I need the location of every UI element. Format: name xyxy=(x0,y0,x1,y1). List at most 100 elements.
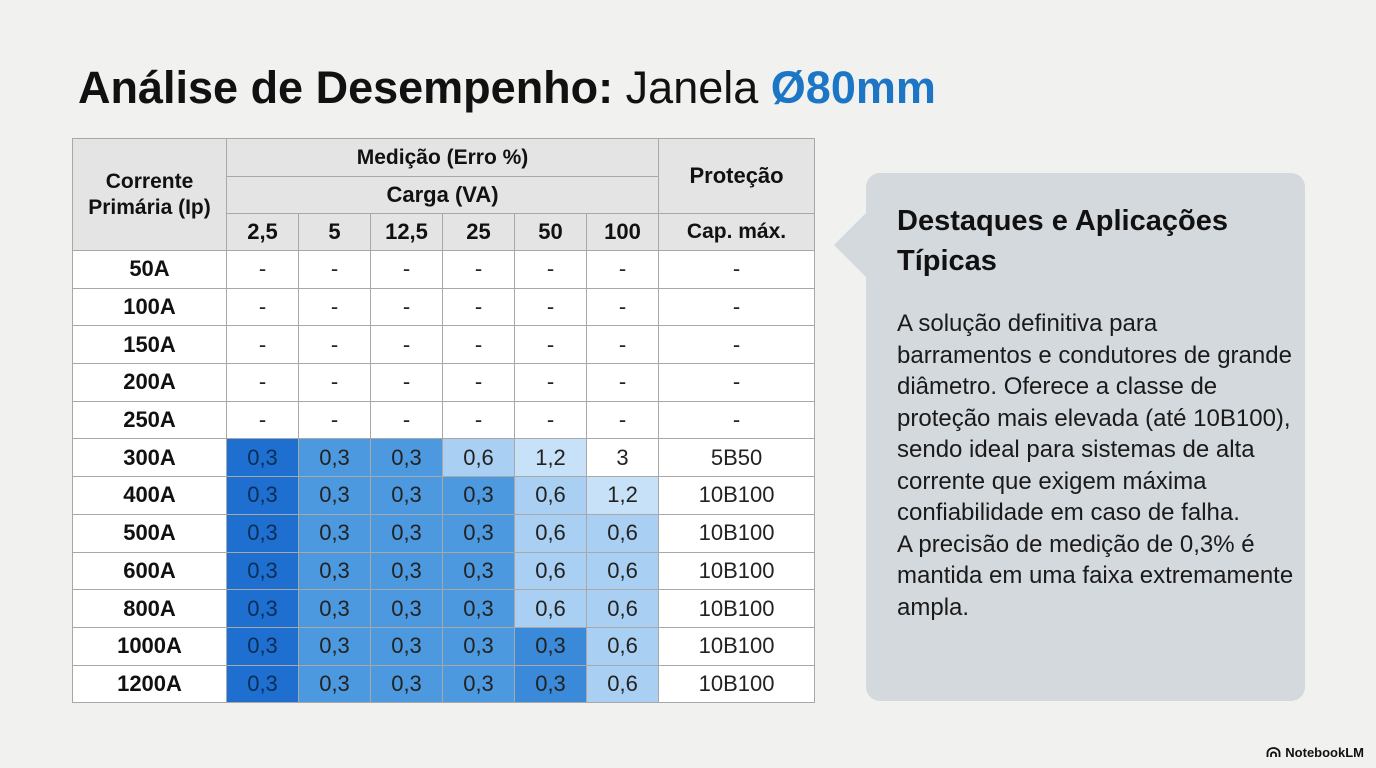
error-cell: 0,6 xyxy=(585,664,660,704)
error-cell: - xyxy=(514,250,587,289)
protection-cell: 10B100 xyxy=(658,476,816,515)
row-current-label: 300A xyxy=(72,438,227,478)
error-cell: 0,3 xyxy=(226,476,299,515)
protection-cell: 10B100 xyxy=(658,513,816,553)
error-cell: 0,6 xyxy=(514,589,587,628)
error-cell: 0,3 xyxy=(298,476,371,515)
error-cell: 0,6 xyxy=(514,551,587,591)
error-cell: - xyxy=(298,250,371,289)
table-row: 800A 0,3 0,3 0,3 0,3 0,6 0,6 10B100 xyxy=(72,589,816,628)
callout-pointer xyxy=(834,213,866,277)
error-cell: - xyxy=(226,400,299,440)
error-cell: 0,3 xyxy=(442,626,515,666)
error-cell: 0,3 xyxy=(370,551,443,591)
title-part3: Ø80mm xyxy=(770,62,936,113)
error-cell: - xyxy=(585,250,660,289)
error-cell: 0,6 xyxy=(585,513,660,553)
error-cell: - xyxy=(514,325,587,365)
title-part2: Janela xyxy=(625,62,759,113)
table-row: 500A 0,3 0,3 0,3 0,3 0,6 0,6 10B100 xyxy=(72,513,816,553)
error-cell: - xyxy=(226,363,299,402)
header-load: 2,5 xyxy=(226,213,299,251)
table-row: 1000A 0,3 0,3 0,3 0,3 0,3 0,6 10B100 xyxy=(72,626,816,666)
row-current-label: 150A xyxy=(72,325,227,365)
error-cell: 3 xyxy=(585,438,660,478)
error-cell: 0,6 xyxy=(514,476,587,515)
error-cell: - xyxy=(442,250,515,289)
header-load: 25 xyxy=(442,213,515,251)
error-cell: - xyxy=(514,400,587,440)
error-cell: 0,3 xyxy=(226,513,299,553)
header-load: 50 xyxy=(514,213,587,251)
error-cell: - xyxy=(514,287,587,327)
error-cell: 0,6 xyxy=(442,438,515,478)
header-cap-max: Cap. máx. xyxy=(658,213,816,251)
error-cell: 1,2 xyxy=(585,476,660,515)
row-current-label: 1000A xyxy=(72,626,227,666)
row-current-label: 50A xyxy=(72,250,227,289)
table-body: 50A - - - - - - -100A - - - - - - -150A - - - - - - -200A - - - -… xyxy=(72,250,816,704)
error-cell: 0,3 xyxy=(298,589,371,628)
error-cell: 0,3 xyxy=(370,626,443,666)
error-cell: - xyxy=(585,325,660,365)
brand-label: NotebookLM xyxy=(1285,745,1364,760)
header-corrente-line2: Primária (Ip) xyxy=(88,195,211,219)
header-corrente: Corrente Primária (Ip) xyxy=(72,138,227,251)
row-current-label: 600A xyxy=(72,551,227,591)
error-cell: 0,6 xyxy=(585,589,660,628)
error-cell: - xyxy=(370,287,443,327)
error-cell: 0,3 xyxy=(370,664,443,704)
error-cell: 0,3 xyxy=(442,476,515,515)
table-row: 400A 0,3 0,3 0,3 0,3 0,6 1,2 10B100 xyxy=(72,476,816,515)
error-cell: - xyxy=(370,400,443,440)
error-cell: 0,3 xyxy=(298,438,371,478)
protection-cell: - xyxy=(658,325,816,365)
protection-cell: 10B100 xyxy=(658,664,816,704)
error-cell: 0,3 xyxy=(514,626,587,666)
protection-cell: - xyxy=(658,250,816,289)
error-cell: 0,3 xyxy=(298,664,371,704)
header-medicao: Medição (Erro %) xyxy=(225,138,660,177)
page-title: Análise de Desempenho: Janela Ø80mm xyxy=(78,60,936,116)
error-cell: - xyxy=(298,325,371,365)
error-cell: 0,3 xyxy=(226,589,299,628)
table-row: 300A 0,3 0,3 0,3 0,6 1,2 3 5B50 xyxy=(72,438,816,478)
error-cell: - xyxy=(442,287,515,327)
error-cell: - xyxy=(370,325,443,365)
error-cell: 0,3 xyxy=(298,551,371,591)
row-current-label: 400A xyxy=(72,476,227,515)
error-cell: 0,3 xyxy=(226,551,299,591)
row-current-label: 200A xyxy=(72,363,227,402)
table-row: 150A - - - - - - - xyxy=(72,325,816,365)
error-cell: - xyxy=(226,287,299,327)
error-cell: 0,6 xyxy=(585,626,660,666)
row-current-label: 250A xyxy=(72,400,227,440)
protection-cell: - xyxy=(658,400,816,440)
brand-watermark: NotebookLM xyxy=(1266,745,1364,760)
table-row: 50A - - - - - - - xyxy=(72,250,816,289)
protection-cell: 10B100 xyxy=(658,626,816,666)
callout-body: A solução definitiva para barramentos e … xyxy=(897,308,1297,623)
callout-paragraph: A solução definitiva para barramentos e … xyxy=(897,310,1292,526)
protection-cell: 5B50 xyxy=(658,438,816,478)
notebooklm-logo-icon xyxy=(1266,747,1281,757)
error-cell: 0,3 xyxy=(514,664,587,704)
error-cell: 0,3 xyxy=(226,438,299,478)
header-load: 12,5 xyxy=(370,213,443,251)
table-header: Corrente Primária (Ip) Medição (Erro %) … xyxy=(72,138,816,251)
error-cell: 0,3 xyxy=(370,438,443,478)
header-corrente-line1: Corrente xyxy=(105,169,194,193)
error-cell: 1,2 xyxy=(514,438,587,478)
error-cell: - xyxy=(585,400,660,440)
error-cell: - xyxy=(226,250,299,289)
error-cell: - xyxy=(370,250,443,289)
table-row: 1200A 0,3 0,3 0,3 0,3 0,3 0,6 10B100 xyxy=(72,664,816,704)
highlights-callout: Destaques e Aplicações Típicas A solução… xyxy=(834,173,1305,701)
error-cell: 0,3 xyxy=(226,664,299,704)
row-current-label: 800A xyxy=(72,589,227,628)
error-cell: - xyxy=(370,363,443,402)
protection-cell: 10B100 xyxy=(658,551,816,591)
row-current-label: 500A xyxy=(72,513,227,553)
error-cell: 0,3 xyxy=(370,513,443,553)
header-load: 5 xyxy=(298,213,371,251)
